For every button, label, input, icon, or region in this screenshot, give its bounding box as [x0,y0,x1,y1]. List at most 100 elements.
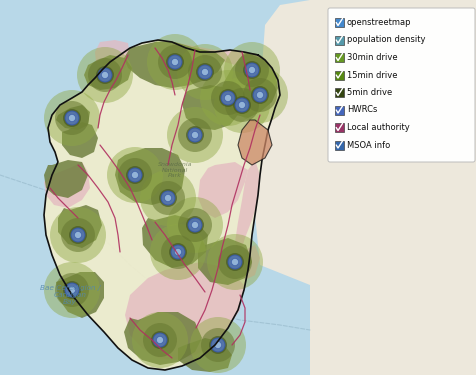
Text: HWRCs: HWRCs [346,105,377,114]
Polygon shape [182,85,239,130]
Polygon shape [255,0,476,375]
Polygon shape [198,162,248,218]
Circle shape [242,61,260,79]
Bar [334,88,343,97]
Circle shape [208,336,227,354]
Circle shape [153,333,167,347]
Circle shape [151,181,185,215]
Circle shape [252,88,267,102]
Text: Snowdonia
National
Park: Snowdonia National Park [158,162,192,178]
Polygon shape [56,105,90,130]
Polygon shape [238,245,259,280]
Circle shape [131,171,138,178]
Circle shape [63,281,81,299]
Circle shape [207,234,262,290]
Circle shape [167,107,223,163]
Polygon shape [84,55,132,90]
Circle shape [170,245,185,259]
Polygon shape [62,122,98,158]
Circle shape [210,81,245,115]
Text: openstreetmap: openstreetmap [346,18,411,27]
Circle shape [250,86,268,104]
Polygon shape [219,52,278,118]
FancyBboxPatch shape [327,8,474,162]
Circle shape [69,114,75,122]
Circle shape [242,78,277,112]
Circle shape [132,312,188,368]
Circle shape [44,90,100,146]
Circle shape [245,63,258,77]
Text: 5min drive: 5min drive [346,88,391,97]
Circle shape [69,286,75,294]
Circle shape [226,253,244,271]
Circle shape [140,170,196,226]
Circle shape [118,158,152,192]
Circle shape [191,222,198,228]
Text: Local authority: Local authority [346,123,409,132]
Polygon shape [124,42,225,88]
Circle shape [55,101,89,135]
Circle shape [65,111,79,125]
Text: Bae Ceredigion /
Cardigan
Bay: Bae Ceredigion / Cardigan Bay [40,285,100,305]
Circle shape [63,109,81,127]
Circle shape [196,63,214,81]
Circle shape [164,195,171,201]
Circle shape [169,243,187,261]
Circle shape [177,44,232,100]
Circle shape [188,128,201,142]
Circle shape [88,58,122,92]
Circle shape [200,328,235,362]
Bar [334,141,343,150]
Circle shape [107,147,163,203]
Polygon shape [259,0,476,165]
Circle shape [147,34,203,90]
Circle shape [214,342,221,348]
Circle shape [69,226,87,244]
Polygon shape [44,160,88,198]
Circle shape [224,42,279,98]
Circle shape [171,58,178,66]
Polygon shape [178,338,231,372]
Circle shape [235,98,248,112]
Text: 15min drive: 15min drive [346,70,397,80]
Circle shape [65,283,79,297]
Text: MSOA info: MSOA info [346,141,389,150]
Circle shape [158,45,192,79]
Circle shape [228,255,241,269]
Polygon shape [198,238,251,285]
Circle shape [101,72,108,78]
Circle shape [55,273,89,307]
Polygon shape [238,120,271,165]
Circle shape [238,102,245,108]
Circle shape [235,53,268,87]
Circle shape [96,66,114,84]
Circle shape [218,89,237,107]
Circle shape [256,92,263,99]
Polygon shape [56,272,104,318]
Circle shape [74,231,81,238]
Polygon shape [58,205,102,248]
Circle shape [225,88,258,122]
Circle shape [231,67,288,123]
Circle shape [220,91,235,105]
Circle shape [71,228,85,242]
Circle shape [126,166,144,184]
Polygon shape [142,215,208,268]
Circle shape [168,55,182,69]
Text: 30min drive: 30min drive [346,53,397,62]
Circle shape [159,189,177,207]
Circle shape [191,132,198,138]
Circle shape [61,218,95,252]
Polygon shape [172,42,265,72]
Circle shape [186,126,204,144]
Bar [334,70,343,80]
Circle shape [178,208,211,242]
Circle shape [178,118,211,152]
Bar [334,18,343,27]
Circle shape [149,224,206,280]
Circle shape [98,68,112,82]
Bar [334,53,343,62]
Circle shape [161,191,175,205]
Circle shape [50,207,106,263]
Circle shape [218,245,251,279]
